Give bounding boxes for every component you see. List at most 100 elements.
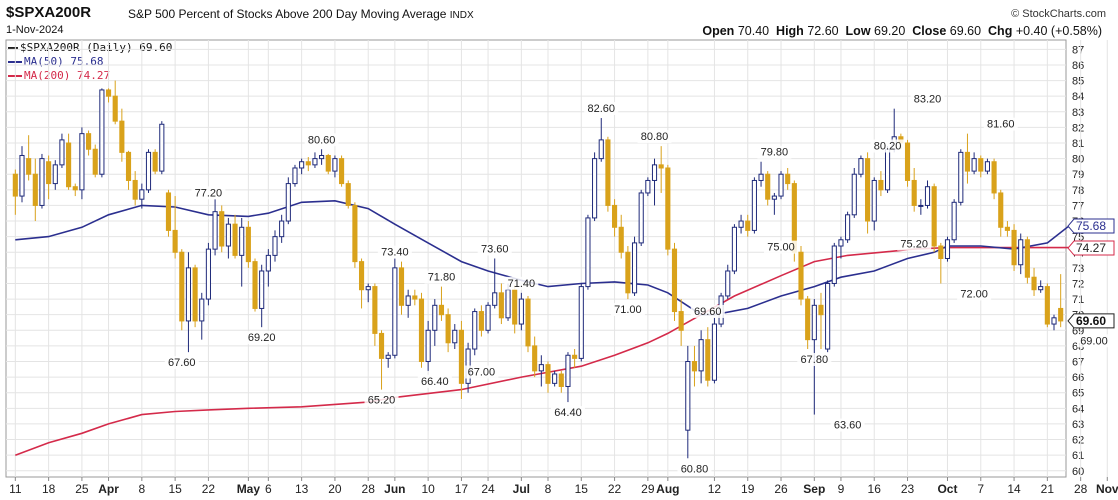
candle-body <box>99 89 105 175</box>
annotation-label: 66.40 <box>421 376 449 388</box>
candle-body <box>605 139 611 206</box>
annotation-label: 80.20 <box>874 140 902 152</box>
annotation-bg <box>983 117 1018 131</box>
candle-body <box>651 164 658 181</box>
candle-body <box>225 223 231 247</box>
candle-body <box>951 201 957 241</box>
candle-body <box>245 226 251 263</box>
candle-body <box>545 364 551 384</box>
brand-logo[interactable]: © StockCharts.com <box>1011 8 1106 20</box>
x-tick-label: 19 <box>741 482 755 496</box>
x-tick-label: Apr <box>98 482 119 496</box>
candle-body <box>838 239 844 247</box>
y-tick-label: 66 <box>1072 372 1084 384</box>
y-tick-label: 79 <box>1072 169 1084 181</box>
price-tag-box <box>1067 240 1115 256</box>
annotation-bg <box>870 139 905 153</box>
candle-body <box>199 298 205 322</box>
y-tick-label: 61 <box>1072 450 1084 462</box>
annotation-bg <box>191 186 226 200</box>
candle-body <box>918 204 924 207</box>
candle-body <box>19 154 25 197</box>
candle-body <box>691 361 698 372</box>
low-label: Low <box>845 24 871 38</box>
candle-body <box>884 148 891 191</box>
annotation-bg <box>757 145 792 159</box>
y-tick-label: 86 <box>1072 60 1084 72</box>
legend-ma200-text: MA(200) 74.27 <box>24 69 111 82</box>
annotation-label: 72.00 <box>960 288 988 300</box>
ma50-line <box>15 199 1108 316</box>
annotation-bg <box>677 462 712 476</box>
annotation-label: 81.60 <box>987 119 1015 131</box>
candle-body <box>478 311 484 331</box>
candle-body <box>272 236 278 256</box>
candle-body <box>32 173 38 206</box>
annotation-label: 65.20 <box>368 395 396 407</box>
candle-body <box>292 167 298 185</box>
annotation-label: 82.60 <box>587 103 615 115</box>
candle-body <box>625 251 631 294</box>
candle-body <box>532 345 538 372</box>
candle-body <box>971 158 977 172</box>
y-tick-label: 65 <box>1072 388 1084 400</box>
ma200-line <box>15 246 1108 456</box>
y-tick-label: 64 <box>1072 403 1084 415</box>
candle-body <box>339 158 345 185</box>
annotation-bg <box>1076 334 1111 348</box>
candle-body <box>745 220 751 231</box>
annotation-bg <box>957 287 992 301</box>
candle-body <box>711 323 718 381</box>
candle-body <box>46 161 52 185</box>
candle-body <box>512 289 518 325</box>
annotation-label: 67.60 <box>168 357 196 369</box>
candle-body <box>592 158 598 219</box>
price-tag-label: 75.68 <box>1076 219 1106 233</box>
candle-body <box>678 311 684 331</box>
candle-body <box>911 179 917 206</box>
y-tick-label: 80 <box>1072 154 1084 166</box>
candle-body <box>525 298 531 347</box>
annotation-label: 69.60 <box>694 306 722 318</box>
y-tick-label: 84 <box>1072 91 1084 103</box>
open-value: 70.40 <box>737 24 770 38</box>
annotation-label: 73.60 <box>481 244 509 256</box>
candle-body <box>1051 317 1057 325</box>
x-tick-label: 16 <box>868 482 882 496</box>
candle-body <box>105 89 112 97</box>
candle-body <box>325 154 331 172</box>
x-tick-label: 28 <box>362 482 376 496</box>
x-tick-label: 17 <box>455 482 469 496</box>
x-tick-label: Jun <box>384 482 405 496</box>
candle-body <box>991 161 997 194</box>
candle-body <box>958 151 964 203</box>
candle-body <box>671 248 678 313</box>
candle-body <box>618 226 624 253</box>
annotation-label: 60.80 <box>681 463 709 475</box>
annotation-label: 69.00 <box>1080 335 1108 347</box>
annotation-bg <box>424 270 459 284</box>
annotation-label: 80.60 <box>308 134 336 146</box>
y-tick-label: 87 <box>1072 44 1084 56</box>
x-tick-label: 10 <box>421 482 435 496</box>
candle-body <box>865 158 871 222</box>
candle-body <box>631 242 638 294</box>
annotation-bg <box>377 245 412 259</box>
x-tick-label: Nov <box>1096 482 1118 496</box>
candle-body <box>778 173 784 197</box>
candle-body <box>1031 276 1037 291</box>
x-tick-label: 15 <box>575 482 589 496</box>
candle-body <box>412 295 418 300</box>
x-tick-label: 15 <box>168 482 182 496</box>
candle-body <box>1004 226 1010 231</box>
candle-body <box>1011 229 1017 266</box>
price-tag-label: 74.27 <box>1076 241 1106 255</box>
candle-body <box>332 158 338 172</box>
annotation-label: 75.20 <box>900 239 928 251</box>
chart-description: S&P 500 Percent of Stocks Above 200 Day … <box>128 7 474 21</box>
candle-body <box>831 245 837 284</box>
candle-body <box>658 164 664 169</box>
ohlc-readout: Open 70.40 High 72.60 Low 69.20 Close 69… <box>702 24 1102 38</box>
low-value: 69.20 <box>874 24 906 38</box>
